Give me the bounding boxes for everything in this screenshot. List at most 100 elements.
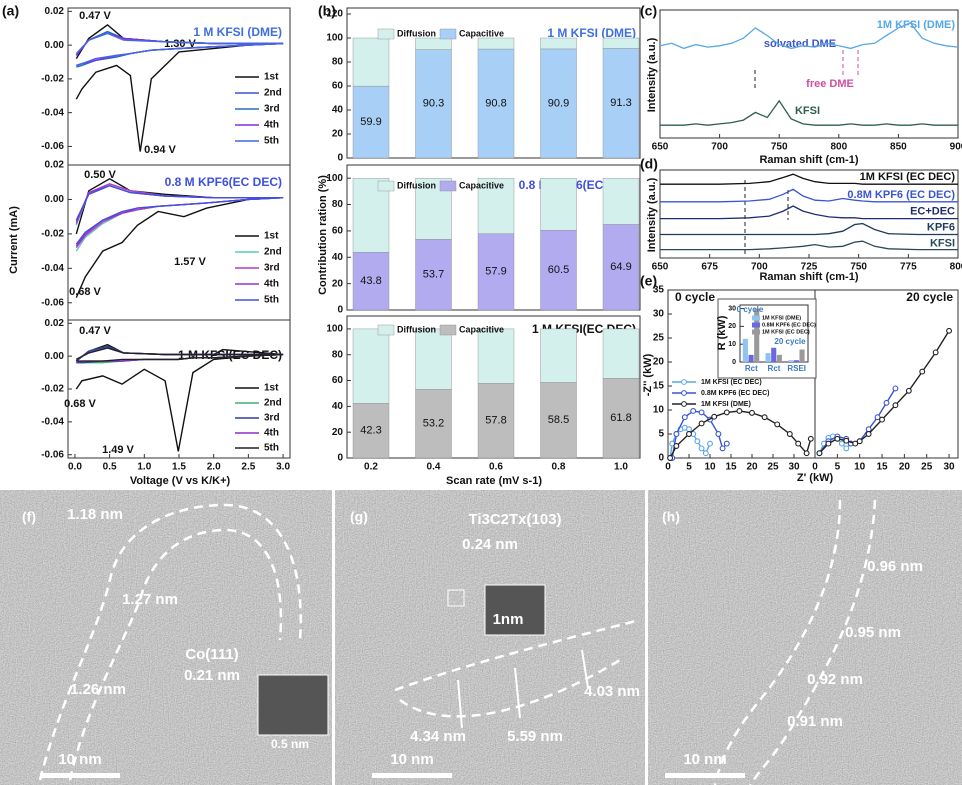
inset-lattice: [484, 584, 546, 636]
point: [761, 414, 768, 421]
panel-label: (c): [640, 3, 657, 19]
bar: [771, 347, 777, 362]
chart-title: 0 cycle: [675, 290, 715, 304]
legend-label: 0.8M KPF6 (EC DEC): [701, 390, 769, 397]
point: [673, 443, 680, 449]
bar-segment: [602, 37, 640, 49]
value-label: 59.9: [360, 116, 381, 128]
x-axis-label: Z' (kW): [797, 472, 834, 484]
bar-segment: [540, 37, 577, 50]
legend-label: Capacitive: [459, 324, 504, 334]
bar-segment: [540, 177, 577, 231]
dashed-boundary: [38, 503, 302, 781]
x-tick-label: 0: [812, 462, 818, 473]
x-tick-label: 0.0: [68, 462, 82, 473]
legend-label: Diffusion: [397, 180, 436, 190]
y-tick-label: 15: [653, 381, 665, 392]
annotation: 1.30 V: [164, 38, 196, 50]
y-tick-label: 30: [728, 305, 736, 312]
x-tick-label: 30: [944, 462, 956, 473]
x-tick-label: Rct: [768, 364, 781, 373]
y-tick-label: -0.04: [41, 416, 64, 427]
inset-lattice: [257, 674, 329, 736]
legend-marker: [681, 401, 687, 407]
y-tick-label: -0.02: [41, 229, 64, 240]
image-label: 1nm: [493, 611, 524, 628]
x-tick-label: 30: [788, 462, 800, 473]
annotation: 0.47 V: [79, 10, 111, 22]
legend-label: Capacitive: [459, 28, 504, 38]
legend-label: 1M KFSI (DME): [762, 315, 801, 321]
legend-swatch: [439, 180, 457, 192]
tem-image-h: [648, 490, 962, 785]
legend-marker: [681, 390, 687, 396]
bar: [765, 353, 771, 362]
value-label: 53.7: [423, 269, 444, 281]
legend-label: 1st: [264, 231, 279, 242]
y-tick-label: 0: [658, 453, 664, 464]
point: [698, 445, 705, 452]
y-tick-label: -0.04: [41, 263, 64, 274]
legend-label: 5th: [264, 443, 279, 454]
y-tick-label: 0.00: [45, 40, 65, 51]
y-tick-label: -0.06: [41, 297, 64, 308]
x-tick-label: 850: [890, 142, 907, 153]
y-tick-label: 80: [332, 349, 344, 360]
bar-segment: [602, 224, 640, 311]
tem-images: [0, 490, 962, 785]
x-tick-label: 10: [854, 462, 866, 473]
y-tick-label: 120: [326, 9, 343, 20]
y-tick-label: 60: [332, 81, 344, 92]
value-label: 58.5: [548, 414, 569, 426]
bar: [748, 354, 754, 362]
bar-segment: [415, 49, 452, 159]
y-tick-label: 80: [332, 57, 344, 68]
y-tick-label: 0.02: [45, 160, 65, 171]
tem-image-f: [0, 490, 332, 785]
image-label: 0.5 nm: [271, 737, 309, 751]
plot-frame: [814, 289, 959, 459]
x-axis-label: Raman shift (cm-1): [759, 271, 858, 283]
bar-segment: [540, 382, 577, 459]
bar-segment: [415, 239, 452, 311]
legend-label: 5th: [264, 136, 279, 147]
x-tick-label: 1.0: [137, 462, 151, 473]
y-tick-label: 60: [332, 226, 344, 237]
series-label: KFSI: [930, 238, 955, 250]
tem-image-g: [335, 490, 645, 785]
legend-label: 4th: [264, 279, 279, 290]
annotation: 0.68 V: [69, 286, 101, 298]
image-label: 1.18 nm: [67, 506, 123, 523]
x-tick-label: 3.0: [276, 462, 290, 473]
bar-segment: [477, 177, 515, 234]
legend-label: 5th: [264, 295, 279, 306]
point: [946, 327, 953, 334]
series-label: 0.8M KPF6 (EC DEC): [847, 189, 955, 201]
legend-label: 2nd: [264, 398, 282, 409]
scale-bar: [665, 773, 745, 778]
bar-segment: [352, 252, 390, 311]
y-tick-label: 60: [332, 375, 344, 386]
group-label: 0 cycle: [737, 305, 764, 314]
bar: [788, 360, 794, 362]
point: [774, 421, 781, 428]
point: [843, 437, 850, 444]
series-line: [659, 22, 959, 50]
arrow: [457, 679, 463, 729]
panel-label: (h): [662, 509, 680, 525]
bar-segment: [477, 48, 515, 159]
value-label: 91.3: [610, 97, 631, 109]
x-tick-label: 750: [771, 142, 788, 153]
point: [905, 387, 912, 394]
chart-title: 1 M KFSI (DME): [193, 25, 282, 39]
legend-label: 2nd: [264, 88, 282, 99]
y-tick-label: 20: [332, 129, 344, 140]
legend-label: 1M KFSI (DME): [701, 401, 751, 408]
scale-bar: [40, 773, 120, 778]
annotation: 0.47 V: [79, 325, 111, 337]
y-tick-label: -0.04: [41, 107, 64, 118]
x-tick-label: 5: [835, 462, 841, 473]
point: [838, 440, 845, 447]
y-tick-label: 10: [728, 341, 736, 348]
dashed-boundary: [68, 528, 283, 781]
